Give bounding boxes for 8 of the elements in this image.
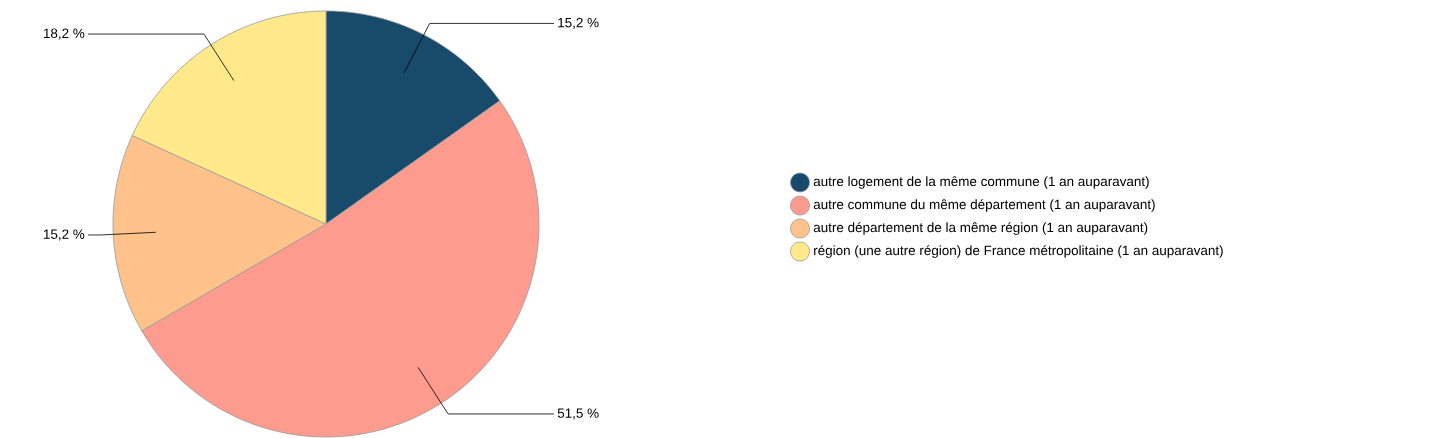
legend-label: autre logement de la même commune (1 an auparavant)	[813, 176, 1149, 189]
legend-label: région (une autre région) de France métropolitaine (1 an auparavant)	[814, 245, 1223, 258]
data-label: 15,2 %	[43, 229, 85, 241]
legend-label: autre commune du même département (1 an auparavant)	[813, 199, 1155, 212]
data-label: 51,5 %	[557, 408, 599, 420]
data-label: 18,2 %	[43, 28, 85, 40]
data-label: 15,2 %	[558, 17, 599, 29]
legend-label: autre département de la même région (1 an auparavant)	[813, 222, 1148, 235]
